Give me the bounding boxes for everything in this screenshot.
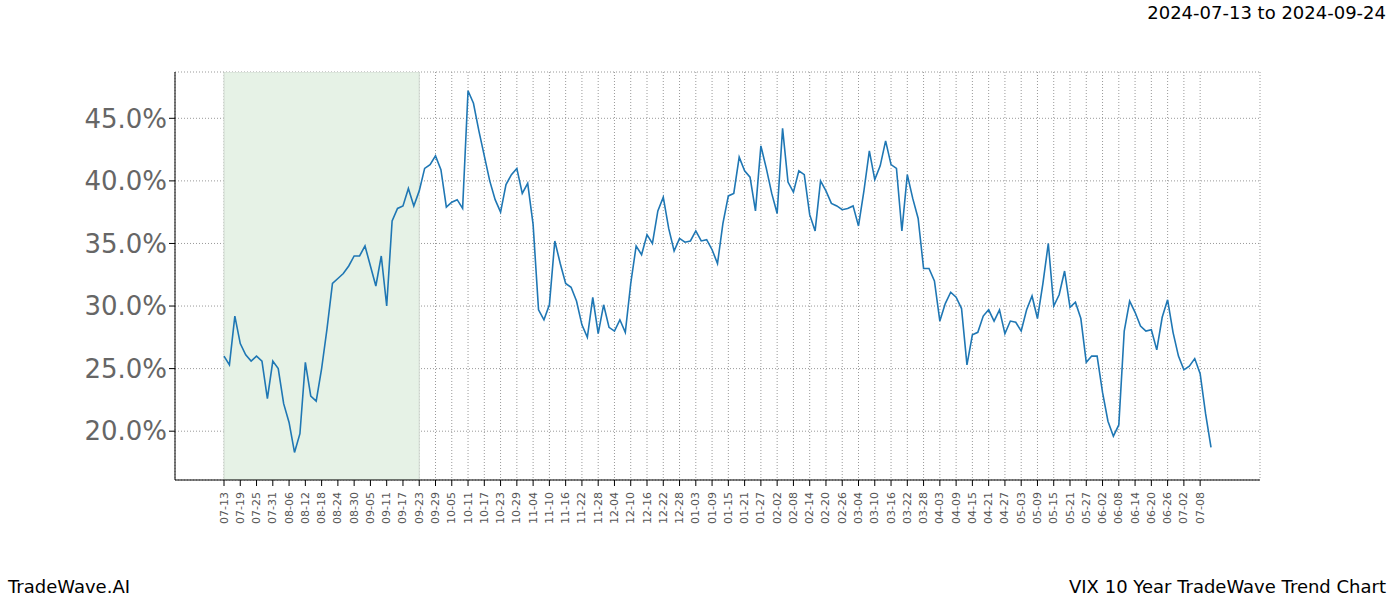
svg-text:04-03: 04-03 xyxy=(933,492,946,524)
html-text:TradeWave.AI: TradeWave.AI xyxy=(8,576,130,597)
svg-text:08-12: 08-12 xyxy=(299,492,312,524)
svg-text:03-22: 03-22 xyxy=(901,492,914,524)
svg-text:01-27: 01-27 xyxy=(754,492,767,524)
svg-text:10-29: 10-29 xyxy=(510,492,523,524)
svg-text:08-18: 08-18 xyxy=(315,492,328,524)
svg-text:02-14: 02-14 xyxy=(803,492,816,524)
svg-text:12-16: 12-16 xyxy=(641,492,654,524)
svg-text:10-23: 10-23 xyxy=(494,492,507,524)
svg-text:30.0%: 30.0% xyxy=(84,291,167,321)
html-text:2024-07-13 to 2024-09-24: 2024-07-13 to 2024-09-24 xyxy=(1147,2,1386,23)
svg-text:03-10: 03-10 xyxy=(868,492,881,524)
svg-text:01-21: 01-21 xyxy=(738,492,751,524)
svg-text:09-23: 09-23 xyxy=(413,492,426,524)
svg-text:01-09: 01-09 xyxy=(706,492,719,524)
svg-text:02-02: 02-02 xyxy=(771,492,784,524)
svg-text:08-24: 08-24 xyxy=(331,492,344,524)
svg-text:40.0%: 40.0% xyxy=(84,166,167,196)
svg-text:02-26: 02-26 xyxy=(836,492,849,524)
svg-text:05-27: 05-27 xyxy=(1080,492,1093,524)
svg-text:08-30: 08-30 xyxy=(348,492,361,524)
svg-text:07-08: 07-08 xyxy=(1194,492,1207,524)
svg-text:04-21: 04-21 xyxy=(982,492,995,524)
svg-text:07-02: 07-02 xyxy=(1177,492,1190,524)
svg-text:04-15: 04-15 xyxy=(966,492,979,524)
svg-text:10-17: 10-17 xyxy=(478,492,491,524)
svg-text:02-08: 02-08 xyxy=(787,492,800,524)
svg-text:10-05: 10-05 xyxy=(445,492,458,524)
svg-text:12-22: 12-22 xyxy=(657,492,670,524)
svg-text:09-05: 09-05 xyxy=(364,492,377,524)
svg-text:11-28: 11-28 xyxy=(592,492,605,524)
svg-text:06-02: 06-02 xyxy=(1096,492,1109,524)
svg-text:12-04: 12-04 xyxy=(608,492,621,524)
svg-text:07-31: 07-31 xyxy=(266,492,279,524)
svg-text:01-03: 01-03 xyxy=(689,492,702,524)
svg-text:03-04: 03-04 xyxy=(852,492,865,524)
svg-text:20.0%: 20.0% xyxy=(84,416,167,446)
svg-text:06-14: 06-14 xyxy=(1129,492,1142,524)
svg-text:09-11: 09-11 xyxy=(380,492,393,524)
svg-text:04-09: 04-09 xyxy=(950,492,963,524)
svg-text:10-11: 10-11 xyxy=(462,492,475,524)
svg-text:06-26: 06-26 xyxy=(1161,492,1174,524)
svg-text:09-29: 09-29 xyxy=(429,492,442,524)
svg-text:04-27: 04-27 xyxy=(998,492,1011,524)
svg-text:07-19: 07-19 xyxy=(234,492,247,524)
svg-text:12-10: 12-10 xyxy=(624,492,637,524)
svg-text:11-16: 11-16 xyxy=(559,492,572,524)
html-text:VIX 10 Year TradeWave Trend Ch: VIX 10 Year TradeWave Trend Chart xyxy=(1069,576,1386,597)
svg-text:05-03: 05-03 xyxy=(1015,492,1028,524)
svg-text:11-04: 11-04 xyxy=(527,492,540,524)
svg-text:11-10: 11-10 xyxy=(543,492,556,524)
svg-text:08-06: 08-06 xyxy=(283,492,296,524)
svg-text:35.0%: 35.0% xyxy=(84,229,167,259)
svg-text:11-22: 11-22 xyxy=(575,492,588,524)
svg-text:05-15: 05-15 xyxy=(1047,492,1060,524)
svg-text:12-28: 12-28 xyxy=(673,492,686,524)
svg-text:06-20: 06-20 xyxy=(1145,492,1158,524)
svg-text:03-16: 03-16 xyxy=(885,492,898,524)
svg-text:03-28: 03-28 xyxy=(917,492,930,524)
svg-text:07-13: 07-13 xyxy=(218,492,231,524)
svg-text:05-09: 05-09 xyxy=(1031,492,1044,524)
svg-text:02-20: 02-20 xyxy=(819,492,832,524)
svg-text:05-21: 05-21 xyxy=(1064,492,1077,524)
svg-text:09-17: 09-17 xyxy=(396,492,409,524)
svg-text:06-08: 06-08 xyxy=(1112,492,1125,524)
svg-text:45.0%: 45.0% xyxy=(84,104,167,134)
svg-text:01-15: 01-15 xyxy=(722,492,735,524)
svg-text:07-25: 07-25 xyxy=(250,492,263,524)
svg-text:25.0%: 25.0% xyxy=(84,354,167,384)
